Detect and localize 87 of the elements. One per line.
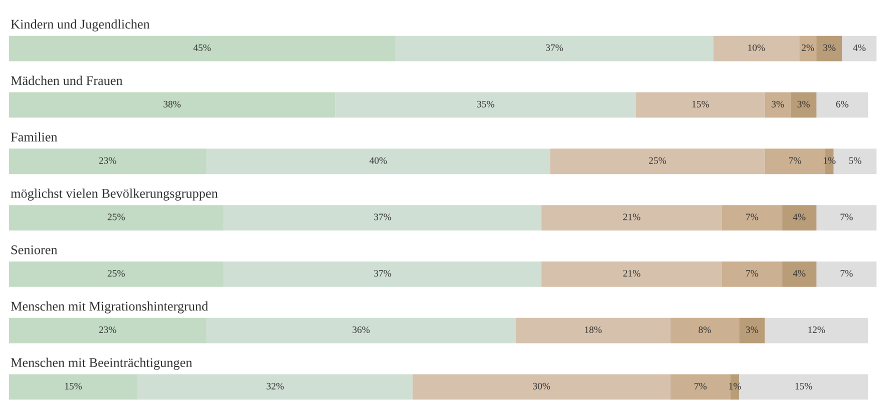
- bar: [739, 374, 868, 400]
- data-label: 36%: [352, 326, 370, 334]
- bar: [782, 261, 816, 287]
- data-label: 3%: [823, 44, 836, 52]
- data-label: 4%: [792, 270, 806, 277]
- data-label: 3%: [746, 326, 758, 334]
- data-label: 37%: [374, 270, 392, 277]
- bar: [722, 261, 782, 287]
- bar: [8, 205, 224, 230]
- bar: [764, 92, 791, 118]
- bar: [816, 205, 877, 230]
- bar: [8, 36, 396, 62]
- data-label: 37%: [374, 214, 392, 220]
- bar: [816, 36, 842, 62]
- data-label: 8%: [698, 326, 711, 334]
- data-label: 30%: [533, 382, 550, 390]
- data-label: 40%: [370, 157, 387, 164]
- y-tick-label: Senioren: [11, 245, 58, 254]
- bar: [412, 374, 670, 400]
- data-label: 15%: [796, 382, 812, 390]
- bar: [395, 36, 714, 62]
- data-label: 18%: [585, 326, 602, 334]
- data-label: 35%: [477, 100, 494, 108]
- data-label: 45%: [193, 44, 211, 52]
- bar: [138, 374, 413, 400]
- data-label: 38%: [164, 100, 181, 108]
- bar: [8, 261, 224, 287]
- bar: [8, 374, 138, 400]
- bar: [842, 36, 877, 62]
- data-label: 7%: [840, 214, 853, 220]
- data-label: 2%: [802, 44, 814, 52]
- data-label: 15%: [692, 100, 710, 108]
- data-label: 7%: [746, 214, 758, 220]
- bar: [8, 92, 336, 118]
- y-tick-label: Menschen mit Migrationshintergrund: [10, 301, 208, 314]
- data-label: 7%: [746, 270, 758, 277]
- bar: [799, 36, 816, 62]
- bar: [722, 205, 782, 230]
- y-tick-label: Menschen mit Beeinträchtigungen: [10, 358, 192, 370]
- data-label: 6%: [836, 100, 848, 108]
- data-label: 23%: [99, 326, 116, 334]
- bar: [790, 92, 816, 118]
- data-label: 7%: [840, 270, 853, 277]
- data-label: 25%: [108, 214, 125, 220]
- y-tick-label: möglichst vielen Bevölkerungsgruppen: [10, 188, 218, 201]
- bar: [516, 318, 670, 344]
- bar: [816, 261, 877, 287]
- bar: [713, 36, 800, 62]
- bar: [335, 92, 636, 118]
- data-label: 4%: [853, 44, 866, 52]
- data-label: 21%: [623, 214, 640, 220]
- data-label: 4%: [792, 214, 806, 220]
- bar: [764, 318, 868, 344]
- bar: [8, 148, 206, 174]
- data-label: 12%: [808, 326, 826, 334]
- data-label: 32%: [266, 382, 284, 390]
- data-label: 37%: [546, 44, 563, 52]
- bar: [670, 374, 731, 400]
- bar: [739, 318, 765, 344]
- data-label: 21%: [623, 270, 640, 277]
- data-label: 3%: [772, 100, 784, 108]
- data-label: 25%: [108, 270, 125, 277]
- bar: [542, 261, 722, 287]
- data-label: 15%: [65, 382, 82, 390]
- bar: [764, 148, 826, 174]
- bar: [782, 205, 816, 230]
- bar: [550, 148, 765, 174]
- bar: [206, 148, 550, 174]
- y-tick-label: Kindern und Jugendlichen: [10, 19, 150, 32]
- y-tick-label: Familien: [10, 132, 58, 142]
- bar: [206, 318, 516, 344]
- data-label: 5%: [849, 157, 862, 164]
- data-label: 23%: [99, 157, 116, 164]
- bar: [816, 92, 868, 118]
- bar: [542, 205, 722, 230]
- bar: [8, 318, 206, 344]
- bar: [834, 148, 877, 174]
- bar: [670, 318, 740, 344]
- bar: [224, 261, 542, 287]
- data-label: 7%: [694, 382, 707, 390]
- y-tick-label: Mädchen und Frauen: [10, 76, 122, 86]
- bar: [636, 92, 765, 118]
- data-label: 7%: [789, 157, 802, 164]
- bar: [224, 205, 542, 230]
- data-label: 3%: [798, 100, 810, 108]
- data-label: 10%: [748, 44, 765, 52]
- data-label: 25%: [649, 157, 666, 164]
